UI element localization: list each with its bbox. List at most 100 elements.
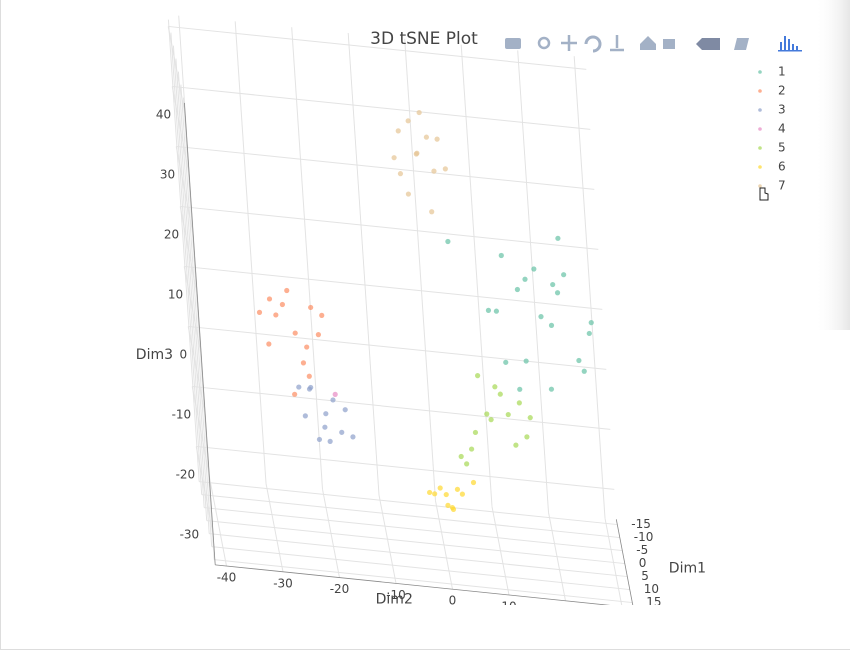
- legend-item[interactable]: 3: [758, 103, 786, 117]
- legend-marker[interactable]: [758, 165, 762, 169]
- data-point: [300, 360, 307, 366]
- grid-line: [175, 58, 208, 521]
- data-point: [550, 281, 556, 288]
- data-point: [497, 391, 503, 397]
- cursor: [759, 187, 769, 201]
- data-point: [432, 491, 438, 497]
- data-point: [315, 332, 321, 338]
- grid-line: [291, 27, 323, 490]
- modebar: [505, 35, 802, 53]
- data-point: [323, 411, 329, 417]
- legend-item[interactable]: 7: [758, 179, 786, 193]
- legend-marker[interactable]: [758, 127, 762, 131]
- data-point: [423, 134, 429, 140]
- data-point: [464, 461, 470, 467]
- data-point: [316, 436, 323, 443]
- data-point: [554, 290, 561, 296]
- data-point: [581, 368, 587, 374]
- legend-marker[interactable]: [758, 70, 762, 74]
- legend-marker[interactable]: [758, 108, 762, 112]
- data-point: [308, 304, 314, 311]
- data-point: [427, 489, 433, 496]
- data-point: [445, 502, 451, 508]
- legend-item[interactable]: 5: [758, 141, 786, 155]
- data-point: [498, 252, 504, 259]
- legend-marker[interactable]: [758, 184, 762, 188]
- legend-label[interactable]: 6: [778, 160, 786, 174]
- camera-button[interactable]: [505, 38, 521, 49]
- data-point: [429, 209, 435, 215]
- axis-line: [215, 564, 611, 605]
- data-point: [513, 442, 519, 448]
- grid-line: [172, 85, 591, 130]
- data-point: [523, 358, 529, 364]
- data-point: [488, 417, 494, 423]
- pan-button[interactable]: [561, 35, 577, 51]
- spike-button[interactable]: [696, 38, 720, 50]
- hover-button[interactable]: [734, 38, 749, 50]
- grid-line: [180, 84, 213, 547]
- legend-label[interactable]: 3: [778, 103, 786, 117]
- legend-label[interactable]: 5: [778, 141, 786, 155]
- x-tick-label: -5: [636, 543, 648, 557]
- data-point: [330, 397, 336, 403]
- z-axis-title: Dim3: [136, 347, 173, 363]
- data-point: [469, 446, 475, 452]
- zoom-button[interactable]: [537, 36, 551, 50]
- chart-title: 3D tSNE Plot: [370, 29, 478, 49]
- z-tick-label: 10: [168, 287, 183, 301]
- home-button[interactable]: [640, 36, 656, 50]
- plotly-logo[interactable]: [778, 36, 802, 52]
- legend-label[interactable]: 1: [778, 65, 786, 79]
- legend-label[interactable]: 4: [778, 122, 786, 136]
- data-point: [449, 504, 455, 511]
- x-axis-title: Dim1: [669, 561, 706, 577]
- legend-item[interactable]: 1: [758, 65, 786, 79]
- legend-item[interactable]: 6: [758, 160, 786, 174]
- x-tick-label: 10: [644, 582, 659, 596]
- z-tick-label: -30: [180, 527, 200, 541]
- data-point: [266, 341, 272, 347]
- legend-marker[interactable]: [758, 89, 762, 93]
- data-point: [492, 384, 498, 390]
- data-point: [472, 429, 479, 436]
- data-point: [454, 486, 461, 492]
- z-tick-label: 40: [156, 107, 171, 121]
- z-tick-label: 0: [180, 347, 188, 361]
- data-point: [391, 155, 397, 161]
- data-point: [431, 168, 437, 174]
- grid-line: [209, 533, 628, 578]
- x-tick-label: -15: [631, 517, 651, 531]
- data-point: [548, 322, 555, 328]
- y-tick-label: 0: [449, 594, 457, 608]
- x-tick-label: -10: [634, 530, 654, 544]
- data-point: [503, 359, 509, 365]
- data-point: [292, 330, 298, 336]
- legend-label[interactable]: 7: [778, 179, 786, 193]
- grid-line: [188, 325, 607, 370]
- data-point: [458, 453, 464, 460]
- grid-line: [192, 385, 611, 430]
- y-tick-label: -30: [273, 576, 293, 590]
- data-point: [561, 272, 567, 278]
- legend-item[interactable]: 2: [758, 84, 786, 98]
- turntable-button[interactable]: [610, 35, 624, 52]
- data-point: [292, 391, 298, 397]
- x-tick-label: 5: [641, 569, 649, 583]
- grid-line: [167, 19, 200, 482]
- grid-line: [199, 481, 618, 526]
- data-point: [514, 286, 521, 293]
- legend-item[interactable]: 4: [758, 122, 786, 136]
- data-point: [308, 384, 314, 391]
- data-point: [342, 407, 348, 413]
- plot-area: -15-10-5051015-40-30-20-100102030-30-20-…: [156, 15, 662, 608]
- data-point: [416, 109, 422, 116]
- grid-line: [182, 97, 215, 560]
- camera-reset-button[interactable]: [663, 39, 675, 49]
- orbit-button[interactable]: [584, 35, 602, 53]
- data-point: [516, 400, 522, 406]
- legend-label[interactable]: 2: [778, 84, 786, 98]
- legend-marker[interactable]: [758, 146, 762, 150]
- data-point: [434, 136, 440, 142]
